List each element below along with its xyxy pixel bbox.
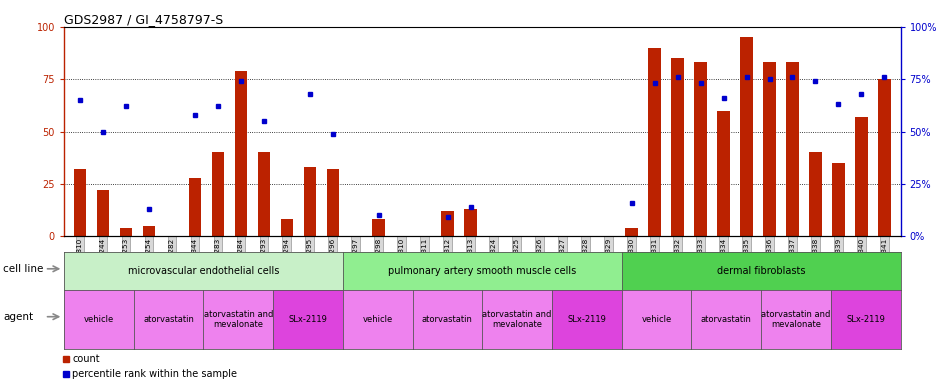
Text: pulmonary artery smooth muscle cells: pulmonary artery smooth muscle cells	[388, 266, 576, 276]
Bar	[625, 228, 638, 236]
Text: atorvastatin and
mevalonate: atorvastatin and mevalonate	[482, 310, 552, 329]
Bar	[212, 152, 225, 236]
Bar	[763, 63, 776, 236]
Text: SLx-2119: SLx-2119	[568, 315, 606, 324]
Text: vehicle: vehicle	[363, 315, 393, 324]
Bar	[695, 63, 707, 236]
Bar	[372, 219, 385, 236]
Text: dermal fibroblasts: dermal fibroblasts	[717, 266, 806, 276]
Text: vehicle: vehicle	[84, 315, 114, 324]
Bar	[73, 169, 86, 236]
Bar	[740, 37, 753, 236]
Bar	[235, 71, 247, 236]
Bar	[97, 190, 109, 236]
Text: microvascular endothelial cells: microvascular endothelial cells	[128, 266, 279, 276]
Text: agent: agent	[3, 312, 33, 322]
Text: vehicle: vehicle	[641, 315, 672, 324]
Text: cell line: cell line	[3, 264, 43, 274]
Bar	[671, 58, 684, 236]
Bar	[878, 79, 891, 236]
Text: atorvastatin: atorvastatin	[143, 315, 194, 324]
Bar	[809, 152, 822, 236]
Bar	[304, 167, 316, 236]
Text: atorvastatin and
mevalonate: atorvastatin and mevalonate	[761, 310, 831, 329]
Text: percentile rank within the sample: percentile rank within the sample	[72, 369, 237, 379]
Bar	[442, 211, 454, 236]
Bar	[855, 117, 868, 236]
Text: atorvastatin and
mevalonate: atorvastatin and mevalonate	[204, 310, 273, 329]
Bar	[143, 226, 155, 236]
Text: SLx-2119: SLx-2119	[846, 315, 885, 324]
Text: GDS2987 / GI_4758797-S: GDS2987 / GI_4758797-S	[64, 13, 223, 26]
Bar	[258, 152, 270, 236]
Bar	[649, 48, 661, 236]
Text: atorvastatin: atorvastatin	[701, 315, 752, 324]
Bar	[464, 209, 477, 236]
Bar	[786, 63, 799, 236]
Bar	[717, 111, 729, 236]
Text: atorvastatin: atorvastatin	[422, 315, 473, 324]
Bar	[832, 163, 845, 236]
Bar	[326, 169, 339, 236]
Text: count: count	[72, 354, 100, 364]
Bar	[280, 219, 293, 236]
Text: SLx-2119: SLx-2119	[289, 315, 327, 324]
Bar	[119, 228, 133, 236]
Bar	[189, 177, 201, 236]
